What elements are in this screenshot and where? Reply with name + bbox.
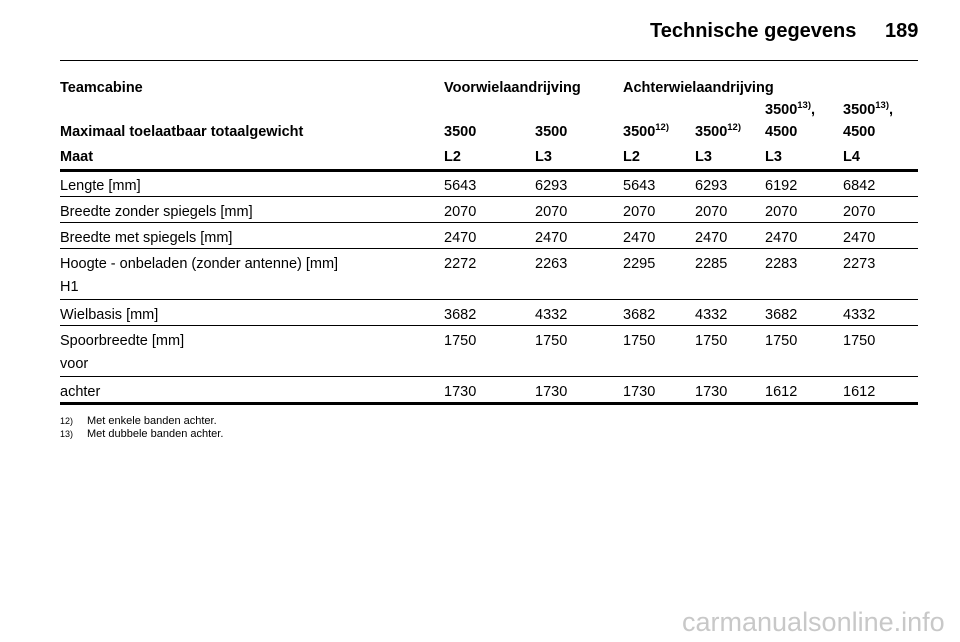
- weight-cell: 350013),: [765, 100, 816, 121]
- footnote-text: Met enkele banden achter.: [87, 415, 217, 427]
- cell-value: 2070: [765, 204, 798, 220]
- table-rule: [60, 402, 918, 405]
- table-rule: [60, 248, 918, 249]
- cell-value: 1750: [695, 333, 728, 349]
- row-sublabel: H1: [60, 279, 79, 295]
- cell-value: 6192: [765, 178, 798, 194]
- cell-value: 1750: [843, 333, 876, 349]
- table-rule: [60, 196, 918, 197]
- table-rule: [60, 325, 918, 326]
- cell-value: 6293: [535, 178, 568, 194]
- page-number: 189: [885, 20, 919, 42]
- cell-text: 3500: [695, 124, 728, 140]
- cell-text: 3500: [444, 124, 477, 140]
- page-title: Technische gegevens: [650, 20, 857, 42]
- weight-cell: 3500: [444, 123, 476, 141]
- row-label: Breedte met spiegels [mm]: [60, 230, 233, 246]
- row-label: Maximaal toelaatbaar totaalgewicht: [60, 124, 304, 140]
- footnote-text: Met dubbele banden achter.: [87, 428, 224, 440]
- footnote-ref: 12): [655, 122, 669, 133]
- cell-text: ,: [889, 102, 894, 118]
- cell-value: 1750: [765, 333, 798, 349]
- row-sublabel: voor: [60, 356, 89, 372]
- cell-value: 4332: [843, 307, 876, 323]
- row-label: Hoogte - onbeladen (zonder antenne) [mm]: [60, 256, 339, 272]
- cell-value: 2263: [535, 256, 568, 272]
- cell-value: 3682: [444, 307, 477, 323]
- row-label: achter: [60, 384, 101, 400]
- size-cell: L3: [535, 149, 552, 165]
- weight-cell: 350012): [695, 122, 741, 143]
- table-rule: [60, 169, 918, 172]
- cell-value: 4332: [695, 307, 728, 323]
- table-rule: [60, 222, 918, 223]
- cell-value: 6293: [695, 178, 728, 194]
- group-label: Teamcabine: [60, 80, 143, 96]
- cell-text: 3500: [535, 124, 568, 140]
- cell-value: 5643: [623, 178, 656, 194]
- cell-value: 2470: [444, 230, 477, 246]
- cell-value: 5643: [444, 178, 477, 194]
- cell-text: 3500: [623, 124, 656, 140]
- cell-value: 1730: [623, 384, 656, 400]
- cell-value: 2470: [695, 230, 728, 246]
- cell-text: 3500: [765, 102, 798, 118]
- cell-value: 1730: [444, 384, 477, 400]
- weight-cell: 4500: [765, 124, 798, 140]
- header-rule: [60, 60, 918, 61]
- footnote-ref: 13): [797, 100, 811, 111]
- cell-value: 1750: [535, 333, 568, 349]
- cell-value: 2272: [444, 256, 477, 272]
- cell-value: 2285: [695, 256, 728, 272]
- weight-cell: 4500: [843, 124, 876, 140]
- cell-value: 2470: [843, 230, 876, 246]
- size-cell: L3: [695, 149, 712, 165]
- cell-text: ,: [811, 102, 816, 118]
- cell-value: 2470: [623, 230, 656, 246]
- cell-value: 2283: [765, 256, 798, 272]
- size-cell: L2: [444, 149, 461, 165]
- size-cell: L4: [843, 149, 860, 165]
- cell-value: 2070: [695, 204, 728, 220]
- cell-value: 2070: [843, 204, 876, 220]
- row-label: Maat: [60, 149, 94, 165]
- footnote-mark: 12): [60, 416, 74, 426]
- cell-value: 2070: [535, 204, 568, 220]
- row-label: Lengte [mm]: [60, 178, 141, 194]
- size-cell: L3: [765, 149, 782, 165]
- cell-value: 2470: [765, 230, 798, 246]
- cell-value: 2273: [843, 256, 876, 272]
- row-label: Wielbasis [mm]: [60, 307, 159, 323]
- row-label: Spoorbreedte [mm]: [60, 333, 185, 349]
- footnote-ref: 13): [875, 100, 889, 111]
- footnote-mark: 13): [60, 429, 74, 439]
- cell-value: 1730: [535, 384, 568, 400]
- cell-value: 1730: [695, 384, 728, 400]
- group-header: Voorwielaandrijving: [444, 80, 581, 96]
- cell-value: 6842: [843, 178, 876, 194]
- cell-value: 1750: [623, 333, 656, 349]
- size-cell: L2: [623, 149, 640, 165]
- weight-cell: 350012): [623, 122, 669, 143]
- row-label: Breedte zonder spiegels [mm]: [60, 204, 253, 220]
- cell-text: 3500: [843, 102, 876, 118]
- cell-value: 3682: [623, 307, 656, 323]
- cell-value: 2470: [535, 230, 568, 246]
- table-rule: [60, 376, 918, 377]
- cell-value: 1612: [843, 384, 876, 400]
- footnote-ref: 12): [727, 122, 741, 133]
- cell-value: 2070: [444, 204, 477, 220]
- watermark: carmanualsonline.info: [682, 607, 945, 637]
- cell-value: 3682: [765, 307, 798, 323]
- group-header: Achterwielaandrijving: [623, 80, 774, 96]
- cell-value: 1612: [765, 384, 798, 400]
- weight-cell: 3500: [535, 123, 567, 141]
- cell-value: 1750: [444, 333, 477, 349]
- cell-value: 2295: [623, 256, 656, 272]
- cell-value: 2070: [623, 204, 656, 220]
- cell-value: 4332: [535, 307, 568, 323]
- weight-cell: 350013),: [843, 100, 894, 121]
- table-rule: [60, 299, 918, 300]
